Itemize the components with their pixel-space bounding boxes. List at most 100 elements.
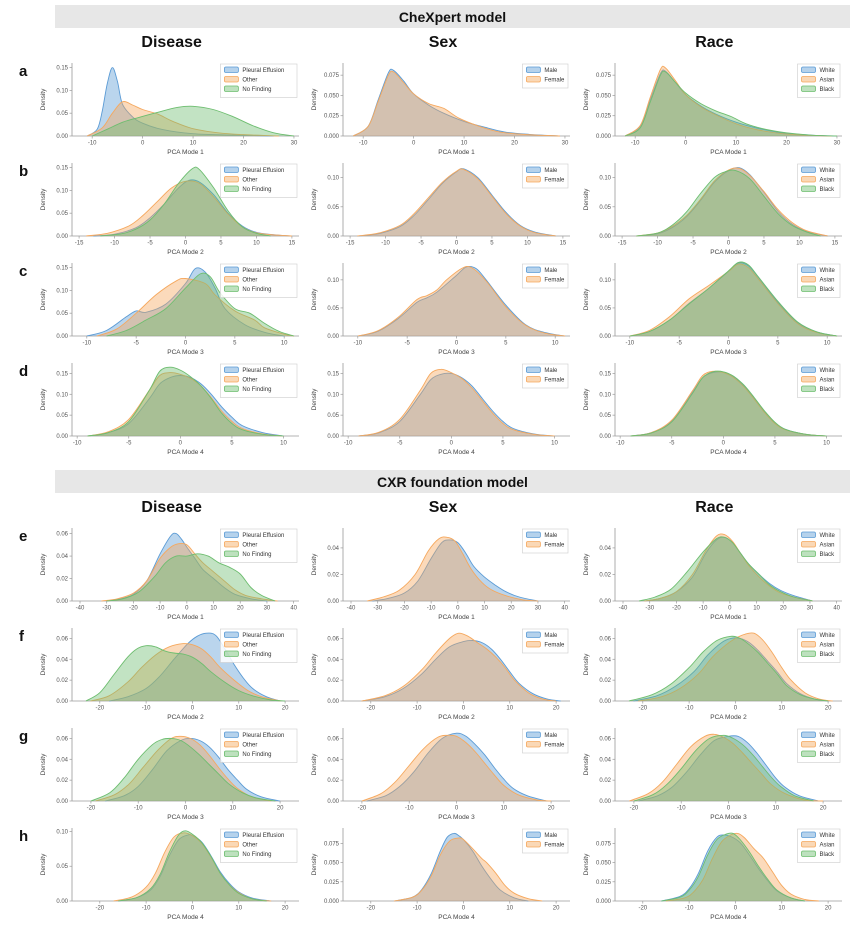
legend-label: Black <box>819 652 835 658</box>
legend-swatch-orange <box>223 376 239 383</box>
subplot-g-disease: -20 -10 0 10 20 0.00 0.02 0.04 0.06 PCA Mode 3 Den… <box>40 728 299 821</box>
legend-box <box>220 728 298 763</box>
x-tick-label: 40 <box>562 606 569 612</box>
kde-line-white <box>638 735 819 802</box>
x-tick-label: 10 <box>778 706 785 712</box>
x-tick-label: -10 <box>382 241 391 247</box>
legend-label: Male <box>545 268 559 274</box>
y-tick-label: 0.050 <box>596 861 612 867</box>
x-tick-label: 30 <box>535 606 542 612</box>
y-tick-label: 0.05 <box>328 306 340 312</box>
x-axis-label: PCA Mode 4 <box>710 449 747 456</box>
x-tick-label: 0 <box>726 241 730 247</box>
legend-swatch-orange <box>526 176 542 183</box>
x-tick-label: 10 <box>461 141 468 147</box>
y-axis-label: Density <box>40 853 47 875</box>
legend-swatch-green <box>223 85 239 92</box>
kde-fill-female <box>367 536 539 601</box>
x-tick-label: 30 <box>833 141 840 147</box>
y-axis-label: Density <box>40 753 47 775</box>
y-tick-label: 0.10 <box>328 176 340 182</box>
y-tick-label: 0.00 <box>328 799 340 805</box>
y-tick-label: 0.05 <box>328 205 340 211</box>
x-tick-label: -20 <box>367 706 376 712</box>
legend-label: White <box>819 268 835 274</box>
legend-swatch-blue <box>800 531 816 538</box>
y-axis-label: Density <box>40 88 47 110</box>
kde-fill-other <box>86 180 292 236</box>
kde-line-male <box>372 539 539 602</box>
x-tick-label: -10 <box>427 606 436 612</box>
y-tick-label: 0.02 <box>599 572 611 578</box>
column-header-disease: Disease <box>141 34 202 51</box>
legend-swatch-blue <box>223 631 239 638</box>
kde-fill-no-finding <box>87 367 284 436</box>
subplot-a-race: -10 0 10 20 30 0.000 0.025 0.050 0.075 PCA Mode 1… <box>583 63 842 156</box>
x-tick-label: 0 <box>733 706 737 712</box>
kde-line-black <box>633 734 814 802</box>
x-axis-label: PCA Mode 3 <box>439 349 476 356</box>
x-tick-label: 30 <box>562 141 569 147</box>
panel-row-g: g -20 -10 0 10 20 0.00 0.02 0.04 0.06 PCA Mode 3 De… <box>0 723 850 823</box>
x-tick-label: 20 <box>553 906 560 912</box>
y-tick-label: 0.15 <box>56 166 68 172</box>
x-tick-label: -10 <box>615 441 624 447</box>
kde-fill-no-finding <box>85 645 286 701</box>
x-tick-label: 20 <box>783 141 790 147</box>
kde-fill-white <box>630 371 827 436</box>
legend-swatch-orange <box>526 76 542 83</box>
x-tick-label: 10 <box>235 706 242 712</box>
x-axis-label: PCA Mode 1 <box>167 149 204 156</box>
legend-swatch-orange <box>223 841 239 848</box>
kde-fill-pleural-effusion <box>93 179 292 236</box>
legend-swatch-blue <box>800 166 816 173</box>
x-tick-label: -10 <box>684 706 693 712</box>
kde-line-white <box>660 834 805 902</box>
legend-box <box>220 63 298 98</box>
kde-line-no-finding <box>90 737 276 802</box>
legend-swatch-orange <box>526 541 542 548</box>
kde-line-female <box>362 734 552 802</box>
y-tick-label: 0.10 <box>599 392 611 398</box>
kde-fill-male <box>358 266 566 336</box>
x-tick-label: 30 <box>291 141 298 147</box>
kde-line-no-finding <box>92 105 295 137</box>
y-tick-label: 0.04 <box>328 657 340 663</box>
x-tick-label: 5 <box>773 441 777 447</box>
legend-label: Other <box>242 277 257 283</box>
y-tick-label: 0.10 <box>56 188 68 194</box>
kde-fill-white <box>660 834 805 901</box>
y-tick-label: 0.04 <box>328 546 340 552</box>
y-axis-label: Density <box>40 288 47 310</box>
kde-line-male <box>358 372 555 437</box>
legend-box <box>522 263 569 289</box>
kde-fill-no-finding <box>106 273 295 336</box>
x-tick-label: 5 <box>219 241 223 247</box>
x-tick-label: 10 <box>753 606 760 612</box>
kde-line-black <box>660 832 805 902</box>
y-tick-label: 0.06 <box>56 636 68 642</box>
legend-box <box>796 728 840 763</box>
legend-swatch-blue <box>223 531 239 538</box>
kde-fill-black <box>633 735 814 801</box>
legend-swatch-blue <box>223 831 239 838</box>
x-tick-label: 5 <box>776 341 780 347</box>
x-tick-label: -5 <box>126 441 132 447</box>
kde-line-asian <box>629 263 837 337</box>
legend-label: Other <box>242 542 257 548</box>
subplot-c-sex: -10 -5 0 5 10 0.00 0.05 0.10 PCA Mode 3 Density Ma… <box>311 263 571 356</box>
y-tick-label: 0.15 <box>56 66 68 72</box>
panel-label-e: e <box>19 528 28 545</box>
legend: Male Female <box>522 728 569 754</box>
kde-line-other <box>87 372 284 437</box>
x-tick-label: -10 <box>684 906 693 912</box>
legend-swatch-green <box>800 750 816 757</box>
y-tick-label: 0.04 <box>56 554 68 560</box>
kde-fill-pleural-effusion <box>118 834 272 901</box>
panel-row-f: f -20 -10 0 10 20 0.00 0.02 0.04 0.06 PCA Mode 2 De… <box>0 623 850 723</box>
kde-line-no-finding <box>85 645 286 702</box>
y-tick-label: 0.000 <box>324 134 340 140</box>
legend-box <box>522 163 569 189</box>
kde-fill-white <box>644 537 813 601</box>
legend: Male Female <box>522 528 569 554</box>
